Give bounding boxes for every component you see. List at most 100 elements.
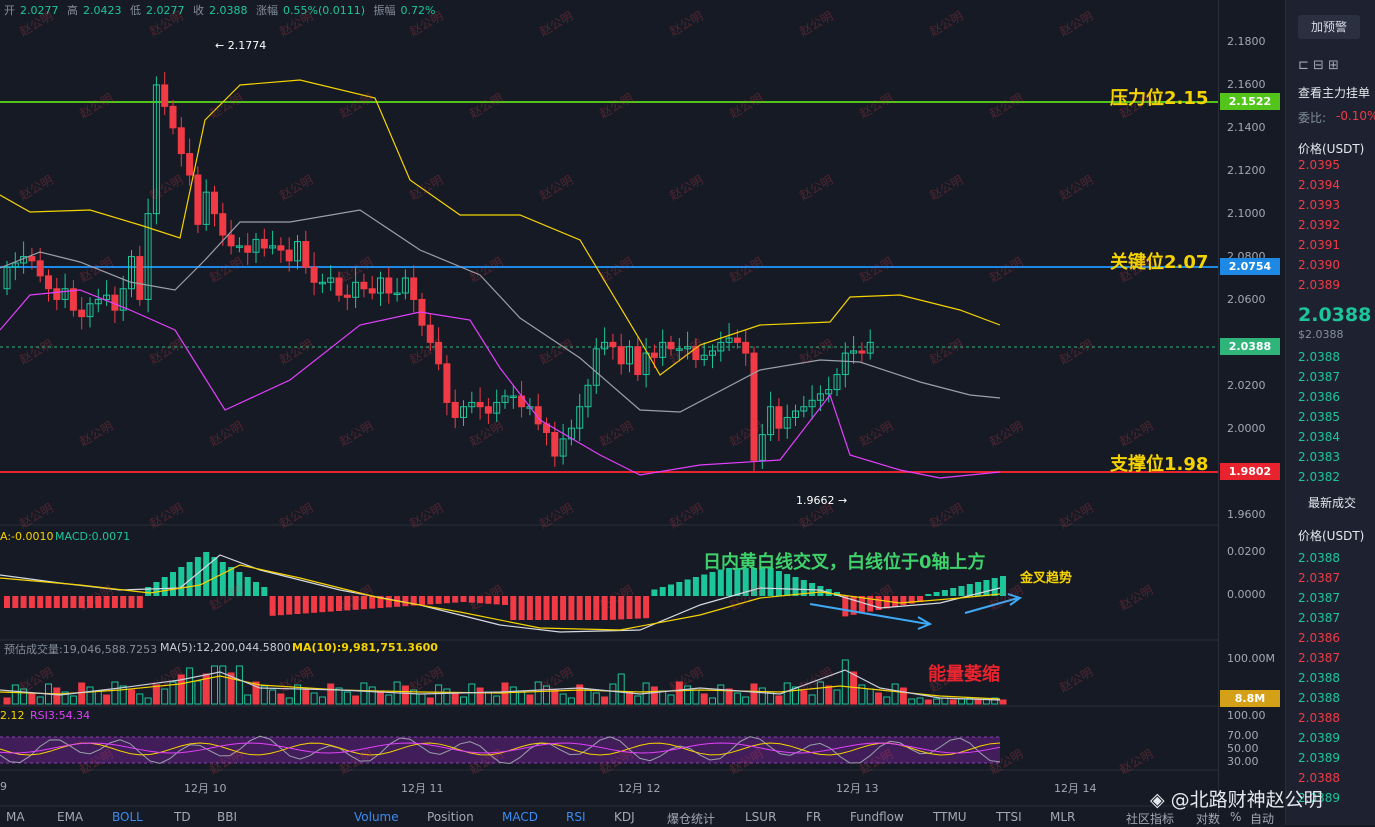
- volume-bar: [875, 692, 882, 705]
- indicator-tab[interactable]: BBI: [217, 810, 238, 824]
- candle-body: [94, 298, 102, 305]
- candle-body: [634, 346, 642, 376]
- indicator-tab[interactable]: Fundflow: [850, 810, 904, 824]
- orderbook-view-icons[interactable]: ⊏ ⊟ ⊞: [1298, 58, 1339, 73]
- macd-bar: [219, 562, 226, 596]
- indicator-tab[interactable]: 自动: [1250, 812, 1275, 826]
- candle-body: [285, 249, 293, 262]
- macd-bar: [518, 596, 525, 620]
- price-tick: 2.1600: [1227, 78, 1266, 91]
- candle-body: [792, 410, 799, 418]
- macd-bar: [410, 596, 417, 606]
- bid-price: 2.0388: [1298, 350, 1340, 364]
- volume-bar: [659, 690, 667, 705]
- macd-bar: [452, 596, 459, 603]
- macd-bar: [1000, 576, 1006, 596]
- bid-price: 2.0387: [1298, 370, 1340, 384]
- indicator-tab[interactable]: TTSI: [996, 810, 1022, 824]
- add-alert-button[interactable]: 加预警: [1298, 15, 1360, 39]
- date-label: 12月 10: [184, 782, 227, 795]
- volume-bar: [800, 690, 808, 705]
- chart-area[interactable]: 开 2.0277 高 2.0423 低 2.0277 收 2.0388 涨幅 0.55%(…: [0, 0, 1218, 825]
- brand-text: @北路财神赵公明: [1170, 789, 1323, 811]
- price-tick: 2.1400: [1227, 121, 1266, 134]
- indicator-tab[interactable]: MLR: [1050, 810, 1076, 824]
- candle-body: [451, 401, 459, 418]
- volume-bar: [302, 688, 310, 705]
- volume-bar: [20, 688, 28, 705]
- macd-bar: [78, 596, 85, 608]
- price-axis[interactable]: 2.1800 2.1600 2.1400 2.1200 2.1000 2.0800 2.06…: [1218, 0, 1286, 825]
- volume-bar: [335, 687, 343, 705]
- trade-price: 2.0389: [1298, 791, 1340, 805]
- indicator-tab[interactable]: BOLL: [112, 810, 143, 824]
- indicator-tab[interactable]: EMA: [57, 810, 84, 824]
- macd-bar: [800, 580, 807, 596]
- volume-bar: [825, 685, 833, 705]
- key-level-label: 关键位2.07: [1110, 252, 1209, 273]
- indicator-tab[interactable]: TD: [174, 810, 191, 824]
- volume-bar: [974, 699, 982, 705]
- candle-body: [692, 346, 700, 361]
- volume-bar: [509, 686, 517, 705]
- volume-bar: [592, 692, 600, 705]
- trend-arrow-down: [809, 603, 929, 625]
- candle-body: [294, 241, 301, 262]
- indicator-tab[interactable]: KDJ: [614, 810, 635, 824]
- candle-body: [717, 341, 725, 352]
- trend-arrow-down-head: [917, 616, 933, 630]
- view-main-orders-link[interactable]: 查看主力挂单: [1298, 86, 1371, 100]
- volume-bar: [443, 688, 451, 705]
- candle-body: [850, 350, 858, 354]
- volume-bar: [991, 697, 999, 705]
- indicator-tab[interactable]: 社区指标: [1126, 812, 1175, 826]
- macd-bar: [419, 596, 425, 605]
- volume-bar: [260, 685, 268, 705]
- macd-bar: [161, 577, 168, 596]
- indicator-tab[interactable]: Volume: [354, 810, 399, 824]
- macd-dif-line: [0, 554, 1001, 633]
- candle-body: [260, 238, 268, 249]
- candle-body: [368, 288, 376, 294]
- indicator-tab[interactable]: FR: [806, 810, 822, 824]
- date-label: 9: [0, 780, 7, 793]
- volume-bar: [725, 688, 733, 705]
- trade-price: 2.0387: [1298, 571, 1340, 585]
- resistance-level-label: 压力位2.15: [1110, 88, 1209, 109]
- candle-body: [501, 395, 509, 403]
- macd-bar: [253, 582, 259, 596]
- indicator-tab[interactable]: TTMU: [933, 810, 967, 824]
- indicator-tab[interactable]: Position: [427, 810, 474, 824]
- candle-body: [825, 389, 833, 395]
- indicator-tab[interactable]: MA: [6, 810, 25, 824]
- macd-bar: [609, 596, 616, 620]
- macd-bar: [443, 596, 450, 604]
- macd-a-label: A:-0.0010: [0, 530, 54, 543]
- brand-watermark: ◈ @北路财神赵公明: [1150, 785, 1323, 812]
- macd-bar: [103, 596, 110, 608]
- macd-bar: [87, 596, 93, 608]
- macd-bar: [269, 596, 276, 616]
- volume-bar: [899, 687, 907, 705]
- indicator-tab[interactable]: RSI: [566, 810, 586, 824]
- volume-bar: [501, 682, 509, 705]
- candle-body: [119, 288, 127, 311]
- candle-body: [318, 281, 326, 285]
- macd-axis-zero: 0.0000: [1227, 588, 1266, 601]
- volume-bar: [177, 674, 185, 705]
- macd-bar: [751, 568, 757, 596]
- macd-bar: [975, 582, 982, 596]
- volume-bar: [352, 695, 360, 705]
- macd-bar: [767, 568, 774, 596]
- price-chart-svg[interactable]: [0, 0, 1218, 825]
- bid-price: 2.0382: [1298, 470, 1340, 484]
- macd-bar: [684, 579, 691, 596]
- indicator-tab[interactable]: LSUR: [745, 810, 777, 824]
- candle-body: [53, 288, 61, 300]
- indicator-tab[interactable]: 对数: [1196, 812, 1221, 826]
- indicator-tab[interactable]: MACD: [502, 810, 538, 824]
- volume-bar: [343, 691, 351, 705]
- macd-bar: [775, 571, 782, 596]
- indicator-tab[interactable]: %: [1230, 810, 1242, 824]
- indicator-tab[interactable]: 爆仓统计: [667, 812, 716, 826]
